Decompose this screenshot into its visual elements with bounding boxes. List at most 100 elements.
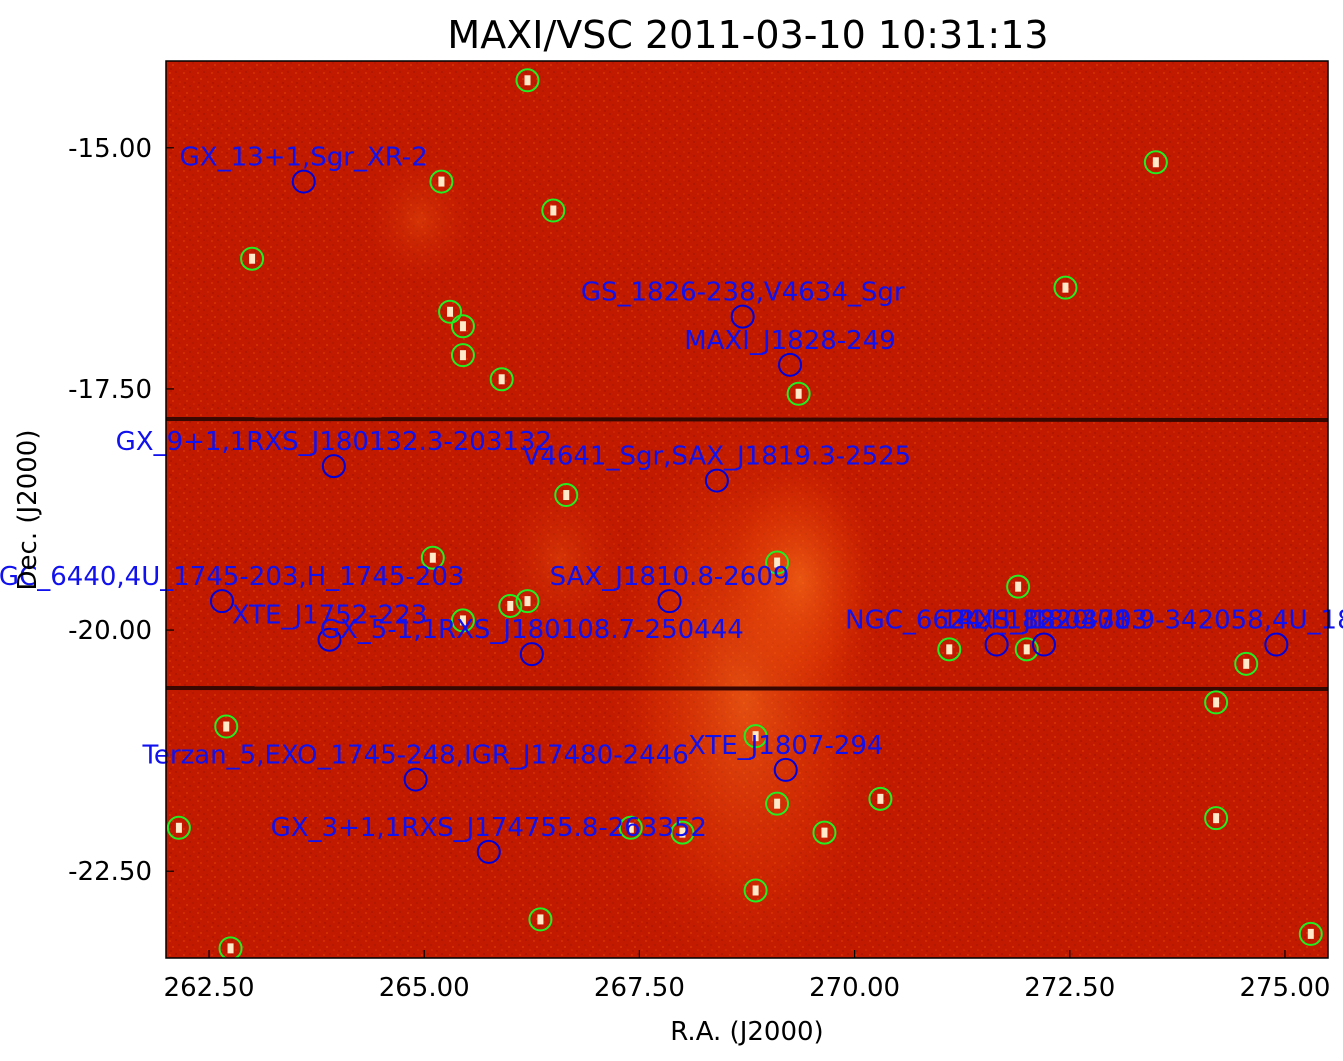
detection-circle xyxy=(618,815,643,840)
source-circle xyxy=(317,627,342,652)
source-circle xyxy=(730,304,755,329)
source-circle xyxy=(984,632,1009,657)
source-label: NGC_6624,H_1820-303 xyxy=(845,606,1148,636)
bright-spot xyxy=(429,552,436,563)
bright-spot xyxy=(227,943,234,954)
detection-markers xyxy=(166,68,1323,958)
source-circle xyxy=(1264,632,1289,657)
detection-circle xyxy=(670,820,695,845)
bright-spot xyxy=(223,721,230,732)
bright-spot xyxy=(459,350,466,361)
detection-circle xyxy=(218,936,243,958)
bright-spot xyxy=(550,205,557,216)
source-label: V4641_Sgr,SAX_J1819.3-2525 xyxy=(523,442,912,472)
detection-circle xyxy=(438,299,463,324)
x-tick-label: 265.00 xyxy=(379,973,470,1003)
detection-circle xyxy=(1204,806,1229,831)
bright-spot xyxy=(1307,928,1314,939)
source-label: GX_13+1,Sgr_XR-2 xyxy=(180,143,428,173)
bright-spot xyxy=(752,885,759,896)
source-labels: GX_13+1,Sgr_XR-2 GS_1826-238,V4634_Sgr MAX… xyxy=(0,143,1343,843)
detection-circle xyxy=(515,68,540,93)
source-circle xyxy=(773,757,798,782)
y-tick-label: -22.50 xyxy=(68,857,152,887)
bright-spot xyxy=(1062,282,1069,293)
detection-circle xyxy=(541,198,566,223)
source-circle xyxy=(657,589,682,614)
detection-circle xyxy=(1234,651,1259,676)
bright-spot xyxy=(524,75,531,86)
detection-circle xyxy=(1204,690,1229,715)
detection-circle xyxy=(554,483,579,508)
source-circle xyxy=(519,642,544,667)
x-tick-label: 275.00 xyxy=(1239,973,1330,1003)
bright-spot xyxy=(877,793,884,804)
source-label: GX_9+1,1RXS_J180132.3-203132 xyxy=(116,427,552,457)
source-circle xyxy=(778,352,803,377)
diffuse-emission-center-2 xyxy=(710,440,890,720)
detection-circle xyxy=(166,815,191,840)
bright-spot xyxy=(447,306,454,317)
detection-circle xyxy=(1143,150,1168,175)
y-tick-label: -17.50 xyxy=(68,375,152,405)
source-label: 4U_1822-371 xyxy=(957,606,1131,636)
source-label: SAX_J1810.8-2609 xyxy=(550,562,790,592)
detection-circle xyxy=(450,608,475,633)
bright-spot xyxy=(537,914,544,925)
source-label: XTE_J1752-223 xyxy=(232,601,428,631)
bright-spot xyxy=(498,374,505,385)
detection-circle xyxy=(1014,637,1039,662)
source-label: GX_3+1,1RXS_J174755.8-263352 xyxy=(271,813,707,843)
detection-circle xyxy=(214,714,239,739)
bright-spot xyxy=(249,253,256,264)
x-tick-label: 262.50 xyxy=(164,973,255,1003)
source-label: GX_5-1,1RXS_J180108.7-250444 xyxy=(320,615,744,645)
detection-circle xyxy=(812,820,837,845)
bright-spot xyxy=(175,822,182,833)
source-circle xyxy=(403,767,428,792)
bright-spot xyxy=(946,644,953,655)
bright-spot xyxy=(1213,697,1220,708)
bright-spot xyxy=(524,596,531,607)
source-label: Terzan_5,EXO_1745-248,IGR_J17480-2446 xyxy=(141,741,688,771)
detection-circle xyxy=(420,545,445,570)
source-label: 1RXS_J180408.9-342058,4U_1800-33,XB_1832… xyxy=(941,606,1343,636)
detection-circle xyxy=(1053,275,1078,300)
source-circle xyxy=(291,169,316,194)
bright-spot xyxy=(1015,581,1022,592)
x-tick-label: 267.50 xyxy=(594,973,685,1003)
detection-circle xyxy=(498,593,523,618)
y-tick-label: -15.00 xyxy=(68,134,152,164)
source-circle xyxy=(704,468,729,493)
bright-spot xyxy=(627,822,634,833)
detection-circle xyxy=(1006,574,1031,599)
bright-spot xyxy=(438,176,445,187)
scan-gap-bottom xyxy=(166,686,1328,691)
detection-circle xyxy=(743,878,768,903)
bright-spot xyxy=(459,321,466,332)
detection-circle xyxy=(786,381,811,406)
bright-spots xyxy=(175,75,1314,954)
detection-circle xyxy=(240,246,265,271)
bright-spot xyxy=(459,615,466,626)
detection-circle xyxy=(765,791,790,816)
detection-circle xyxy=(429,169,454,194)
source-circle xyxy=(209,589,234,614)
bright-spot xyxy=(507,600,514,611)
detection-circle xyxy=(450,314,475,339)
source-label: NGC_6440,4U_1745-203,H_1745-203 xyxy=(0,562,464,592)
x-axis-label: R.A. (J2000) xyxy=(670,1017,823,1047)
bright-spot xyxy=(795,388,802,399)
x-tick-label: 270.00 xyxy=(809,973,900,1003)
x-tick-label: 272.50 xyxy=(1024,973,1115,1003)
detection-circle xyxy=(743,724,768,749)
source-circle xyxy=(1031,632,1056,657)
y-axis-label: Dec. (J2000) xyxy=(13,430,43,591)
detection-circle xyxy=(515,589,540,614)
scan-gap-top xyxy=(166,417,1328,422)
detection-circle xyxy=(528,907,553,932)
source-label: MAXI_J1828-249 xyxy=(684,326,896,356)
source-circle xyxy=(476,839,501,864)
bright-spot xyxy=(1023,644,1030,655)
